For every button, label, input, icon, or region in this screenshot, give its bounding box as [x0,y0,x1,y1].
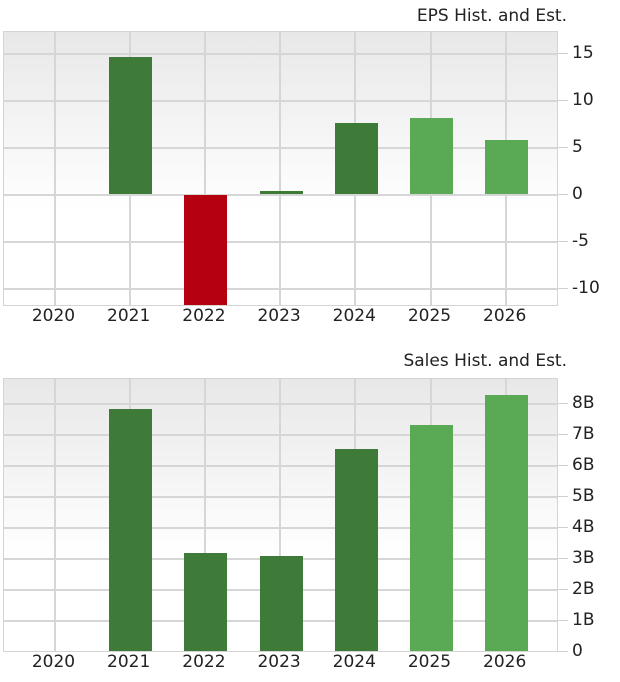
x-tick-label: 2024 [332,652,376,672]
gridline-horizontal [4,287,557,290]
bar-2024 [334,448,378,651]
y-tick-mark [558,146,568,148]
y-tick-mark [558,527,568,528]
bar-2026 [485,139,529,195]
y-tick-mark [558,403,568,404]
gridline-vertical [53,379,56,651]
x-tick-label: 2023 [257,306,301,326]
y-tick-label: -5 [572,230,589,251]
y-tick-mark [558,620,568,621]
y-tick-mark [558,496,568,497]
y-tick-mark [558,52,568,54]
eps-chart-title: EPS Hist. and Est. [416,6,567,26]
y-tick-label: 3B [572,548,595,568]
bar-2023 [259,555,303,651]
sales-plot-area [3,378,558,652]
y-tick-label: 2B [572,579,595,599]
y-tick-label: 0 [572,183,583,204]
bar-2025 [410,425,453,651]
y-tick-label: -10 [572,277,600,298]
gridline-vertical [203,32,206,305]
gridline-vertical [53,32,56,305]
x-tick-label: 2020 [31,652,76,672]
y-tick-mark [558,558,568,559]
y-tick-mark [558,287,568,289]
bar-2022 [184,553,228,651]
y-tick-label: 6B [572,455,595,475]
x-tick-label: 2022 [182,306,226,326]
gridline-vertical [279,32,282,305]
sales-chart-title: Sales Hist. and Est. [403,351,567,371]
eps-chart: EPS Hist. and Est. 15 10 5 0 -5 -10 2020 2021 20… [0,0,620,340]
bar-2021 [109,408,153,651]
y-tick-label: 8B [572,393,595,413]
y-tick-label: 7B [572,424,595,444]
y-tick-label: 0 [572,641,583,661]
x-tick-label: 2021 [107,306,151,326]
bar-2026 [485,395,529,651]
y-tick-label: 5B [572,486,595,506]
y-tick-label: 4B [572,517,595,537]
y-tick-mark [558,465,568,466]
y-tick-mark [558,434,568,435]
x-tick-label: 2025 [407,652,452,672]
y-tick-mark [558,193,568,195]
gridline-horizontal [4,146,557,149]
bar-2024 [334,122,378,195]
y-tick-mark [558,240,568,242]
gridline-horizontal [4,52,557,55]
gridline-horizontal [4,434,557,436]
gridline-horizontal [4,403,557,405]
bar-2022 [184,194,228,305]
y-tick-mark [558,99,568,101]
bar-2025 [410,118,453,195]
x-tick-label: 2020 [31,306,76,326]
gridline-vertical [279,379,282,651]
y-tick-label: 5 [572,136,583,157]
gridline-horizontal [4,193,557,196]
bar-2023 [259,191,303,195]
y-tick-label: 10 [572,89,594,110]
x-tick-label: 2021 [107,652,151,672]
gridline-horizontal [4,496,557,498]
gridline-horizontal [4,99,557,102]
gridline-horizontal [4,465,557,467]
gridline-horizontal [4,240,557,243]
x-tick-label: 2026 [483,306,527,326]
bar-2021 [109,57,153,195]
x-tick-label: 2022 [182,652,226,672]
gridline-horizontal [4,527,557,529]
y-tick-label: 1B [572,610,595,630]
gridline-vertical [203,379,206,651]
x-tick-label: 2025 [407,306,452,326]
x-tick-label: 2024 [332,306,376,326]
y-tick-label: 15 [572,42,594,63]
x-tick-label: 2023 [257,652,301,672]
y-tick-mark [558,651,568,652]
eps-plot-area [3,31,558,306]
x-tick-label: 2026 [483,652,527,672]
y-tick-mark [558,589,568,590]
